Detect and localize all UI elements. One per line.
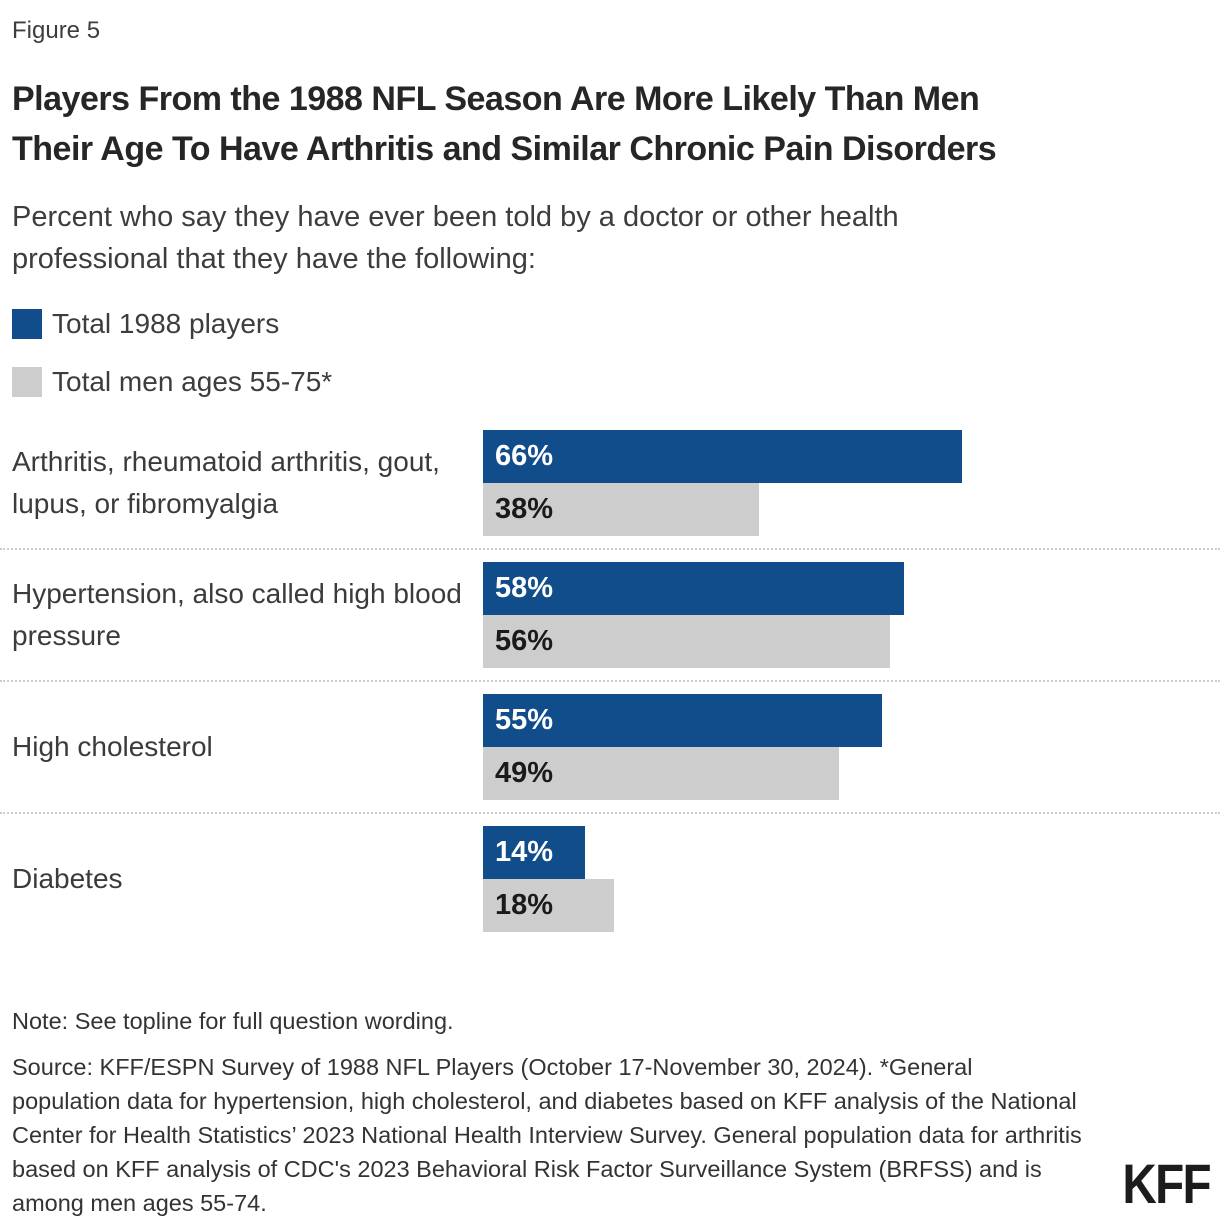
chart-subtitle-line-1: Percent who say they have ever been told… bbox=[12, 201, 899, 233]
legend-swatch-men bbox=[12, 367, 42, 397]
chart-row: Hypertension, also called high blood pre… bbox=[0, 548, 1220, 680]
bar-value-label: 66% bbox=[495, 440, 554, 472]
bar-value-label: 55% bbox=[495, 704, 554, 736]
bar-men: 38% bbox=[483, 483, 759, 536]
figure-label: Figure 5 bbox=[12, 17, 101, 44]
bar-men: 18% bbox=[483, 879, 614, 932]
chart-row: High cholesterol 55% 49% bbox=[0, 680, 1220, 812]
bar-men: 49% bbox=[483, 747, 839, 800]
chart-subtitle: Percent who say they have ever been told… bbox=[12, 196, 1208, 280]
category-label: Diabetes bbox=[12, 863, 123, 894]
legend: Total 1988 players Total men ages 55-75* bbox=[12, 308, 1208, 398]
bar-players: 14% bbox=[483, 826, 585, 879]
bar-value-label: 58% bbox=[495, 572, 554, 604]
bar-players: 55% bbox=[483, 694, 883, 747]
bar-track: 66% 38% bbox=[483, 430, 1209, 536]
bar-value-label: 18% bbox=[495, 889, 554, 921]
bar-players: 58% bbox=[483, 562, 905, 615]
bar-value-label: 56% bbox=[495, 625, 554, 657]
category-label: High cholesterol bbox=[12, 731, 213, 762]
bar-value-label: 14% bbox=[495, 836, 554, 868]
bar-track: 58% 56% bbox=[483, 562, 1209, 668]
note-text: Note: See topline for full question word… bbox=[12, 1008, 454, 1034]
category-label: Hypertension, also called high blood pre… bbox=[12, 578, 462, 651]
legend-swatch-players bbox=[12, 309, 42, 339]
legend-label-players: Total 1988 players bbox=[52, 308, 280, 339]
kff-logo: KFF bbox=[1122, 1152, 1212, 1215]
bar-track: 55% 49% bbox=[483, 694, 1209, 800]
bar-men: 56% bbox=[483, 615, 890, 668]
bar-value-label: 49% bbox=[495, 757, 554, 789]
bar-track: 14% 18% bbox=[483, 826, 1209, 932]
chart-row: Arthritis, rheumatoid arthritis, gout, l… bbox=[0, 418, 1220, 548]
legend-label-men: Total men ages 55-75* bbox=[52, 366, 333, 397]
bar-chart: Arthritis, rheumatoid arthritis, gout, l… bbox=[0, 418, 1220, 944]
chart-title: Players From the 1988 NFL Season Are Mor… bbox=[12, 74, 1208, 174]
bar-players: 66% bbox=[483, 430, 963, 483]
bar-value-label: 38% bbox=[495, 493, 554, 525]
source-text: Source: KFF/ESPN Survey of 1988 NFL Play… bbox=[12, 1054, 1082, 1216]
legend-item-players: Total 1988 players bbox=[12, 308, 1208, 340]
category-label: Arthritis, rheumatoid arthritis, gout, l… bbox=[12, 446, 440, 519]
chart-title-line-1: Players From the 1988 NFL Season Are Mor… bbox=[12, 80, 980, 118]
legend-item-men: Total men ages 55-75* bbox=[12, 366, 1208, 398]
chart-title-line-2: Their Age To Have Arthritis and Similar … bbox=[12, 130, 997, 168]
chart-row: Diabetes 14% 18% bbox=[0, 812, 1220, 944]
chart-subtitle-line-2: professional that they have the followin… bbox=[12, 243, 536, 275]
